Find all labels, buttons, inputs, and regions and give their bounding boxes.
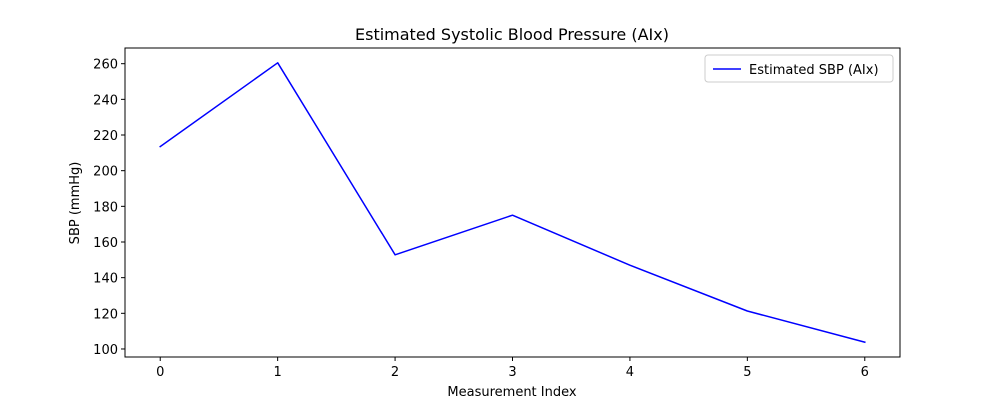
x-tick-label: 0	[156, 365, 164, 380]
legend-box	[704, 54, 894, 83]
y-axis-label: SBP (mmHg)	[68, 162, 83, 245]
y-tick-label: 100	[93, 343, 118, 358]
y-tick-label: 240	[93, 93, 118, 108]
legend: Estimated SBP (AIx)	[704, 54, 894, 83]
y-tick-label: 220	[93, 129, 118, 144]
y-tick-label: 120	[93, 307, 118, 322]
y-tick-label: 160	[93, 236, 118, 251]
y-tick-label: 200	[93, 165, 118, 180]
x-tick-label: 3	[508, 365, 516, 380]
y-tick-label: 260	[93, 58, 118, 73]
y-tick-label: 140	[93, 272, 118, 287]
legend-label: Estimated SBP (AIx)	[749, 63, 879, 78]
x-axis-label: Measurement Index	[447, 385, 576, 400]
y-tick-label: 180	[93, 200, 118, 215]
axes-frame	[124, 47, 901, 358]
plot-area: 0 1 2 3 4 5 6 100 120 140 160 180 200 220 240 260 Estima…	[93, 47, 901, 380]
x-tick-label: 2	[391, 365, 399, 380]
chart-title: Estimated Systolic Blood Pressure (AIx)	[355, 25, 669, 44]
x-tick-label: 6	[861, 365, 869, 380]
x-tick-label: 5	[743, 365, 751, 380]
series-line	[159, 62, 866, 344]
x-tick-label: 1	[274, 365, 282, 380]
x-tick-label: 4	[626, 365, 634, 380]
